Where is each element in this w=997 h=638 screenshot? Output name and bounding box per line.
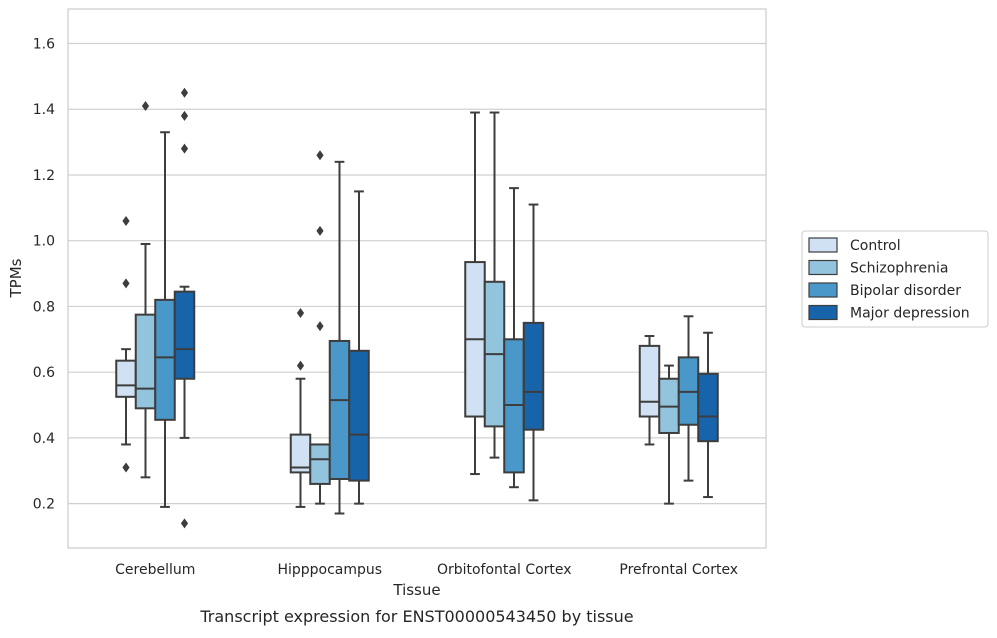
outlier-point [316,321,324,332]
box-group [289,308,312,508]
legend: Control Schizophrenia Bipolar disorder Majo… [801,230,989,328]
y-tick-labels: 0.2 0.4 0.6 0.8 1.0 1.2 1.4 1.6 [33,37,55,513]
outlier-point [296,360,305,371]
box-iqr [638,344,661,418]
box-group [522,203,545,502]
box-group [658,364,680,505]
y-tick-label: 0.8 [33,299,55,315]
box-group [638,335,661,446]
y-tick-label: 0.4 [33,431,55,447]
legend-items: Control Schizophrenia Bipolar disorder Majo… [808,237,970,322]
box-group [483,111,506,459]
legend-label: Control [850,238,901,254]
box-iqr [173,290,196,380]
y-tick-label: 0.2 [33,497,55,513]
outlier-point [316,225,324,236]
box-iqr [309,443,331,485]
y-tick-label: 1.4 [33,102,55,118]
outlier-point [180,87,189,98]
outlier-point [122,278,130,289]
gridlines [68,42,766,505]
legend-label: Bipolar disorder [850,283,961,299]
legend-swatch [808,282,838,298]
box-iqr [115,359,137,398]
box-group [154,131,176,508]
box-group [464,111,486,476]
x-tick-labels: Cerebellum Hipppocampus Orbitofontal Corte… [115,562,738,578]
outlier-point [180,143,189,154]
outlier-point [180,110,189,121]
box-iqr [697,372,719,443]
outlier-point [316,150,324,161]
y-axis-label: TPMs [7,258,25,298]
legend-swatch [808,304,838,321]
plot-frame [67,8,767,549]
outlier-point [180,518,189,529]
outlier-point [122,215,130,226]
x-axis-label: Tissue [392,581,440,599]
box-group [309,150,331,505]
x-tick-label: Hipppocampus [277,562,382,578]
box-iqr [134,313,157,410]
box-group [697,331,719,499]
outlier-point [141,100,150,111]
box-group [348,190,370,505]
box-iqr [154,298,176,421]
chart-caption: Transcript expression for ENST0000054345… [199,607,633,626]
x-tick-label: Cerebellum [115,562,195,578]
outlier-point [296,308,305,319]
box-group [677,315,700,482]
box-group [134,100,157,479]
x-tick-label: Orbitofontal Cortex [437,562,572,578]
legend-label: Major depression [850,306,970,322]
box-iqr [348,349,370,482]
legend-swatch [808,259,838,276]
y-tick-label: 1.0 [33,234,55,250]
outlier-point [122,462,130,473]
x-tick-label: Prefrontal Cortex [619,562,738,578]
legend-label: Schizophrenia [850,261,948,277]
legend-swatch [808,237,838,253]
box-iqr [328,339,351,480]
y-tick-label: 0.6 [33,365,55,381]
box-group [503,187,525,489]
box-group [115,215,137,473]
y-tick-label: 1.6 [33,37,55,53]
box-group [173,87,196,529]
y-tick-label: 1.2 [33,168,55,184]
box-series-layer [115,87,719,529]
legend-frame [801,230,989,328]
box-group [328,160,351,515]
box-iqr [522,321,545,431]
